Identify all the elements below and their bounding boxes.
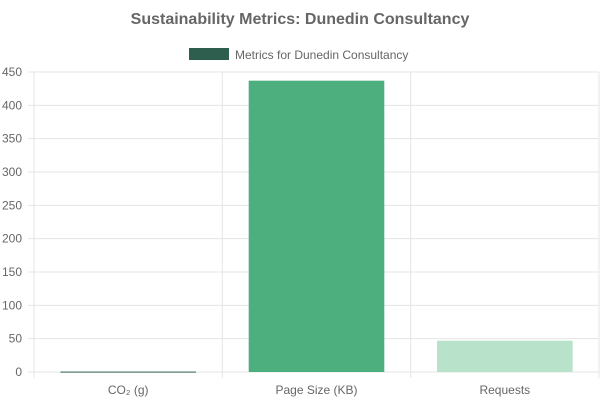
x-tick-label: Requests xyxy=(479,383,530,397)
chart-title: Sustainability Metrics: Dunedin Consulta… xyxy=(131,11,470,28)
x-axis-labels: CO₂ (g) Page Size (KB) Requests xyxy=(108,383,530,397)
x-tick-label: Page Size (KB) xyxy=(275,383,357,397)
y-tick-label: 0 xyxy=(15,365,22,379)
y-axis-labels: 0 50 100 150 200 250 300 350 400 450 xyxy=(2,65,22,379)
y-tick-label: 100 xyxy=(2,298,22,312)
legend-label: Metrics for Dunedin Consultancy xyxy=(235,48,408,62)
y-tick-label: 50 xyxy=(9,332,23,346)
y-tick-label: 200 xyxy=(2,232,22,246)
bars xyxy=(60,80,573,373)
y-tick-label: 350 xyxy=(2,132,22,146)
bar[interactable] xyxy=(248,80,385,373)
y-tick-label: 150 xyxy=(2,265,22,279)
y-tick-label: 400 xyxy=(2,98,22,112)
x-tick-label: CO₂ (g) xyxy=(108,383,149,397)
legend-swatch xyxy=(189,48,229,60)
legend[interactable]: Metrics for Dunedin Consultancy xyxy=(189,48,408,62)
y-tick-label: 450 xyxy=(2,65,22,79)
bar[interactable] xyxy=(60,371,196,373)
y-tick-label: 300 xyxy=(2,165,22,179)
y-tick-label: 250 xyxy=(2,198,22,212)
bar[interactable] xyxy=(437,340,573,372)
